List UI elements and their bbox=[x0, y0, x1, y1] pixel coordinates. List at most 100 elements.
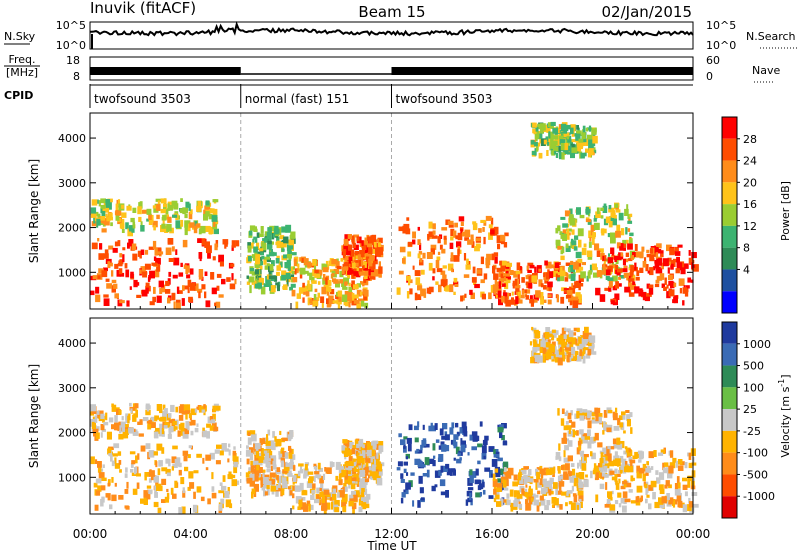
echo-cell bbox=[460, 446, 466, 452]
echo-cell bbox=[655, 279, 660, 284]
echo-cell bbox=[496, 267, 502, 273]
echo-cell bbox=[335, 475, 339, 481]
echo-cell bbox=[314, 471, 320, 475]
echo-cell bbox=[483, 236, 486, 245]
echo-cell bbox=[211, 287, 217, 295]
echo-cell bbox=[180, 429, 185, 436]
echo-cell bbox=[253, 246, 258, 253]
echo-cell bbox=[578, 437, 583, 444]
echo-cell bbox=[525, 502, 531, 511]
echo-cell bbox=[275, 282, 280, 286]
echo-cell bbox=[575, 251, 582, 259]
echo-cell bbox=[196, 453, 202, 458]
echo-cell bbox=[547, 281, 553, 288]
echo-cell bbox=[353, 460, 358, 465]
echo-cell bbox=[248, 255, 252, 262]
echo-cell bbox=[152, 205, 157, 209]
echo-cell bbox=[460, 228, 463, 234]
echo-cell bbox=[574, 352, 577, 361]
echo-cell bbox=[546, 142, 550, 146]
echo-cell bbox=[539, 478, 543, 486]
echo-cell bbox=[414, 270, 421, 276]
echo-cell bbox=[371, 441, 377, 448]
echo-cell bbox=[117, 262, 123, 267]
echo-cell bbox=[607, 453, 612, 462]
echo-cell bbox=[586, 250, 593, 257]
echo-cell bbox=[614, 451, 618, 459]
echo-cell bbox=[345, 255, 351, 261]
echo-cell bbox=[344, 266, 348, 271]
echo-cell bbox=[412, 231, 416, 239]
echo-cell bbox=[319, 475, 324, 484]
echo-cell bbox=[564, 289, 567, 293]
echo-cell bbox=[630, 427, 633, 434]
echo-cell bbox=[366, 466, 372, 471]
echo-cell bbox=[505, 299, 511, 307]
echo-cell bbox=[506, 499, 511, 506]
echo-cell bbox=[341, 469, 347, 478]
echo-cell bbox=[485, 257, 491, 266]
echo-cell bbox=[209, 208, 215, 214]
echo-cell bbox=[576, 343, 580, 347]
echo-cell bbox=[171, 246, 175, 252]
echo-cell bbox=[274, 436, 277, 442]
noise-tick-left-bottom: 10^0 bbox=[56, 39, 86, 52]
echo-cell bbox=[664, 484, 668, 489]
echo-cell bbox=[359, 271, 365, 276]
echo-cell bbox=[154, 269, 160, 278]
echo-cell bbox=[524, 289, 527, 293]
echo-cell bbox=[256, 242, 260, 250]
echo-cell bbox=[580, 451, 584, 457]
echo-cell bbox=[618, 478, 621, 484]
echo-cell bbox=[504, 232, 509, 237]
echo-cell bbox=[605, 455, 608, 461]
echo-cell bbox=[584, 152, 587, 157]
echo-cell bbox=[457, 249, 460, 257]
echo-cell bbox=[152, 220, 158, 228]
echo-cell bbox=[108, 245, 114, 250]
echo-cell bbox=[362, 464, 367, 468]
echo-cell bbox=[114, 293, 119, 299]
echo-cell bbox=[231, 273, 234, 281]
echo-cell bbox=[162, 214, 167, 221]
echo-cell bbox=[588, 143, 594, 151]
echo-cell bbox=[569, 208, 573, 215]
echo-cell bbox=[544, 505, 549, 511]
echo-cell bbox=[632, 455, 638, 459]
echo-cell bbox=[199, 225, 206, 234]
echo-cell bbox=[132, 414, 137, 422]
echo-cell bbox=[231, 479, 238, 487]
colorbar-tick-label: 100 bbox=[743, 381, 764, 394]
echo-cell bbox=[638, 451, 644, 459]
echo-cell bbox=[282, 437, 288, 442]
echo-cell bbox=[520, 470, 527, 475]
echo-cell bbox=[214, 243, 218, 251]
echo-cell bbox=[216, 273, 222, 278]
echo-cell bbox=[266, 483, 270, 490]
echo-cell bbox=[565, 421, 569, 425]
echo-cell bbox=[502, 441, 508, 446]
echo-cell bbox=[639, 267, 644, 273]
echo-cell bbox=[258, 248, 264, 252]
echo-cell bbox=[527, 262, 534, 266]
echo-cell bbox=[545, 342, 550, 348]
echo-cell bbox=[596, 270, 602, 278]
echo-cell bbox=[585, 218, 592, 223]
echo-cell bbox=[219, 482, 223, 486]
echo-cell bbox=[563, 450, 566, 458]
echo-cell bbox=[276, 485, 279, 490]
echo-cell bbox=[104, 249, 109, 256]
echo-cell bbox=[129, 402, 132, 407]
echo-cell bbox=[316, 494, 322, 499]
y-tick-label: 2000 bbox=[58, 222, 86, 235]
echo-cell bbox=[503, 461, 509, 469]
echo-cell bbox=[145, 282, 150, 288]
echo-cell bbox=[95, 410, 100, 415]
echo-cell bbox=[317, 488, 322, 492]
echo-cell bbox=[403, 446, 407, 453]
echo-cell bbox=[566, 289, 573, 298]
echo-cell bbox=[96, 218, 101, 226]
echo-cell bbox=[104, 218, 110, 226]
echo-cell bbox=[278, 483, 281, 490]
echo-cell bbox=[148, 275, 151, 280]
